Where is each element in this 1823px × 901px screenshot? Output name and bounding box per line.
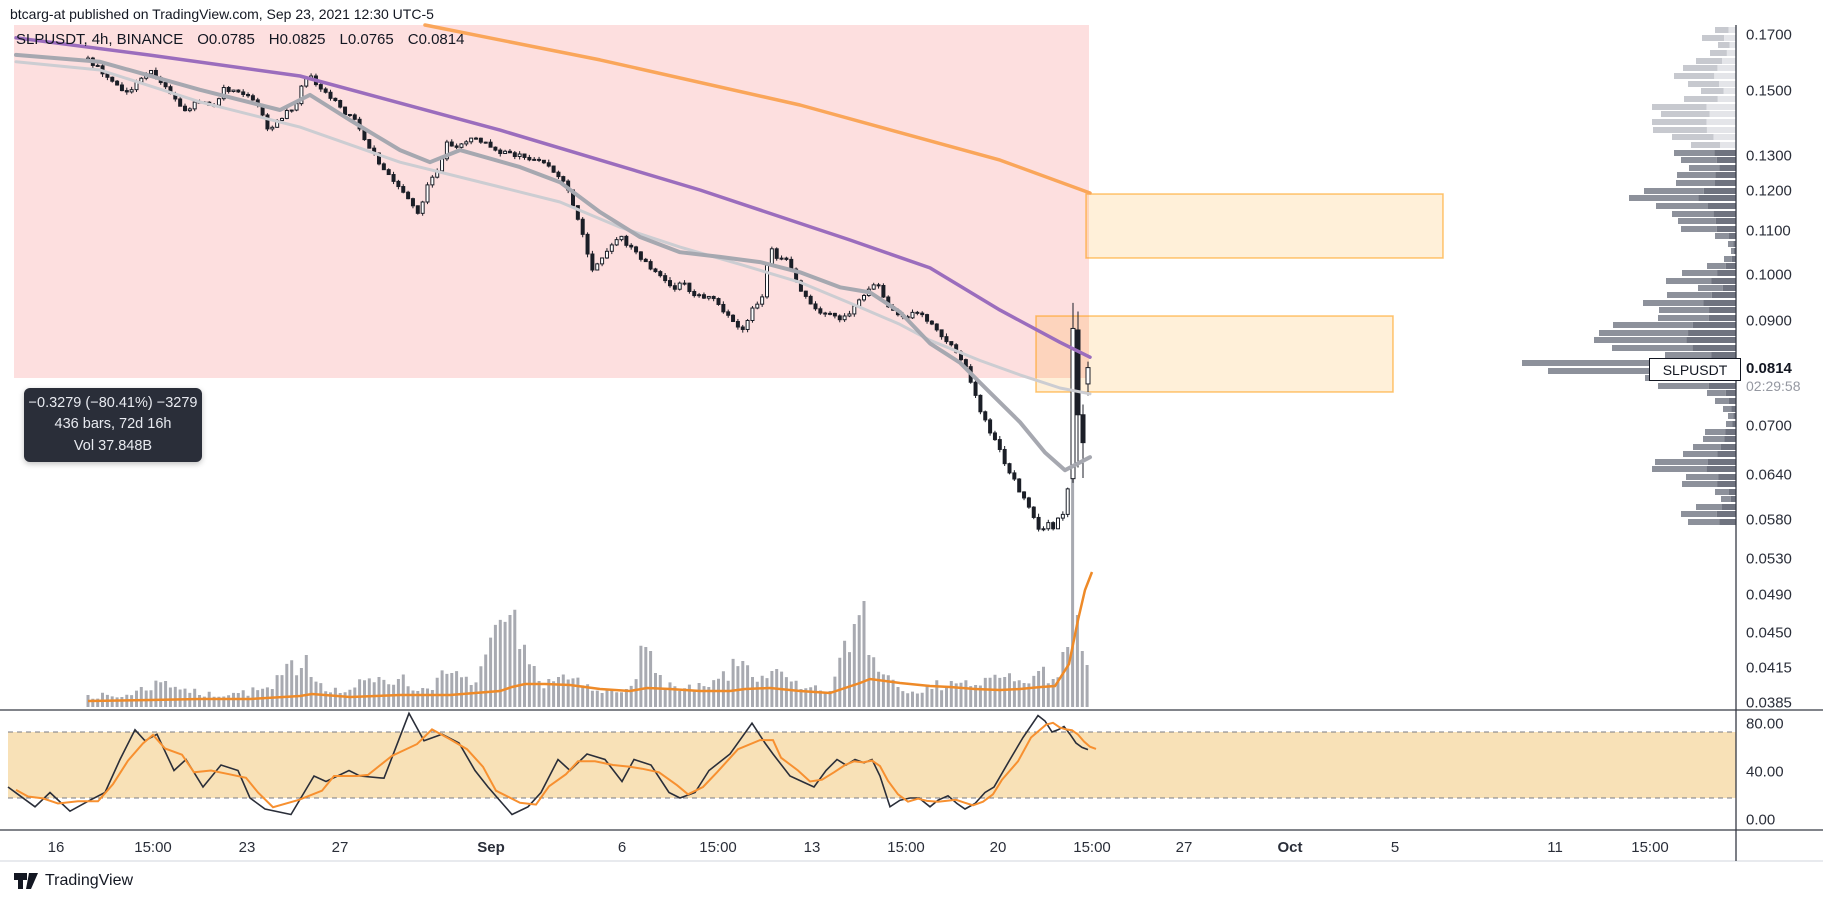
tradingview-logo[interactable]: TradingView <box>14 870 133 892</box>
price-tick-0.0580: 0.0580 <box>1746 511 1792 529</box>
price-tick-0.1100: 0.1100 <box>1746 222 1791 240</box>
time-tick-27: 27 <box>1175 839 1193 856</box>
legend-high: H0.0825 <box>268 31 326 48</box>
volume-bars <box>86 465 1089 707</box>
price-tick-0.0700: 0.0700 <box>1746 417 1792 435</box>
price-tick-0.0490: 0.0490 <box>1746 586 1792 604</box>
price-tick-0.0530: 0.0530 <box>1746 550 1792 568</box>
supply-zone-box-2 <box>1035 315 1394 393</box>
price-tick-0.0385: 0.0385 <box>1746 694 1792 712</box>
time-tick-13: 13 <box>803 839 821 856</box>
price-tick-0.1200: 0.1200 <box>1746 182 1792 200</box>
tradingview-logo-text: TradingView <box>45 872 134 889</box>
price-tick-0.1300: 0.1300 <box>1746 147 1792 165</box>
ma-orange-line <box>423 23 1092 195</box>
indicator-tick-0.00: 0.00 <box>1746 811 1776 829</box>
price-tick-0.1500: 0.1500 <box>1746 82 1792 100</box>
ma-gray-fast-line <box>14 52 1092 473</box>
measure-volume: Vol 37.848B <box>73 437 153 454</box>
price-tick-0.0640: 0.0640 <box>1746 466 1792 484</box>
time-tick-23: 23 <box>238 839 256 856</box>
time-tick-15:00: 15:00 <box>1631 839 1669 856</box>
measure-change: −0.3279 (−80.41%) −3279 <box>28 395 198 412</box>
volume-ma-line <box>87 571 1094 703</box>
ma-purple-line <box>14 36 1092 359</box>
tradingview-logo-icon <box>14 873 38 889</box>
supply-zone-box-1 <box>1085 193 1444 259</box>
time-tick-15:00: 15:00 <box>699 839 737 856</box>
price-tick-0.1000: 0.1000 <box>1746 266 1792 284</box>
time-tick-6: 6 <box>617 839 627 856</box>
measure-tooltip: −0.3279 (−80.41%) −3279 436 bars, 72d 16… <box>24 388 202 462</box>
price-tick-0.0900: 0.0900 <box>1746 312 1792 330</box>
time-tick-15:00: 15:00 <box>887 839 925 856</box>
legend-exchange: BINANCE <box>116 31 184 48</box>
time-tick-Sep: Sep <box>477 839 505 856</box>
time-tick-15:00: 15:00 <box>1073 839 1111 856</box>
last-price-label: 0.0814 <box>1746 360 1792 377</box>
stoch-d-line <box>15 721 1097 809</box>
price-tick-0.0415: 0.0415 <box>1746 659 1792 677</box>
legend-interval: 4h, <box>91 31 113 48</box>
stoch-band <box>8 732 1736 798</box>
time-tick-11: 11 <box>1547 839 1563 856</box>
price-tick-0.1700: 0.1700 <box>1746 26 1792 44</box>
time-tick-15:00: 15:00 <box>134 839 172 856</box>
legend-symbol: SLPUSDT, <box>16 31 88 48</box>
price-tag-symbol: SLPUSDT <box>1649 358 1741 381</box>
price-tick-0.0450: 0.0450 <box>1746 624 1792 642</box>
legend-close: C0.0814 <box>407 31 465 48</box>
indicator-tick-80.00: 80.00 <box>1746 715 1784 733</box>
time-tick-20: 20 <box>989 839 1007 856</box>
time-tick-16: 16 <box>47 839 65 856</box>
publish-credit: btcarg-at published on TradingView.com, … <box>10 6 434 22</box>
time-tick-Oct: Oct <box>1277 839 1303 856</box>
legend-open: O0.0785 <box>197 31 255 48</box>
legend-low: L0.0765 <box>339 31 394 48</box>
indicator-tick-40.00: 40.00 <box>1746 763 1784 781</box>
time-tick-5: 5 <box>1390 839 1400 856</box>
bar-countdown: 02:29:58 <box>1746 378 1801 394</box>
chart-legend[interactable]: SLPUSDT, 4h, BINANCE O0.0785 H0.0825 L0.0765 C… <box>16 31 468 48</box>
time-tick-27: 27 <box>331 839 349 856</box>
measure-bars: 436 bars, 72d 16h <box>54 416 172 433</box>
